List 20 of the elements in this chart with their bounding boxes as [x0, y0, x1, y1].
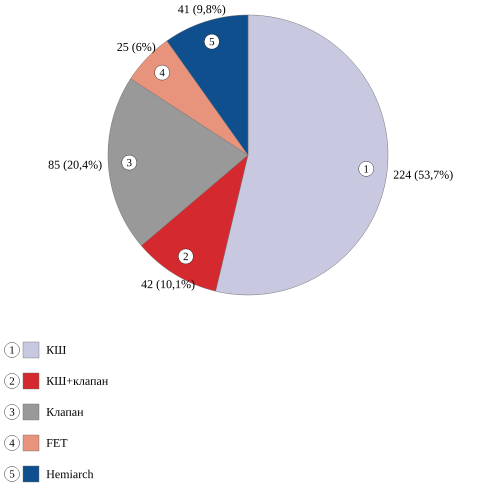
text: 4	[9, 439, 15, 447]
text: 3	[127, 158, 132, 166]
legend-label: Hemiarch	[46, 470, 94, 478]
data-label: 42 (10,1%)	[141, 280, 195, 291]
text: 1	[10, 346, 14, 354]
legend-label: FET	[46, 439, 68, 447]
text: 1	[364, 165, 368, 172]
text: 2	[10, 377, 14, 385]
legend-label: КШ+клапан	[46, 377, 108, 385]
text: 3	[10, 408, 14, 416]
text: 4	[160, 69, 165, 76]
data-label: 41 (9,8%)	[178, 4, 226, 16]
data-label: 224 (53,7%)	[394, 170, 453, 182]
data-label: 25 (6%)	[117, 42, 156, 54]
legend-label: КШ	[46, 346, 66, 354]
text: 5	[210, 38, 214, 46]
data-label: 85 (20,4%)	[48, 160, 102, 172]
legend-label: Клапан	[46, 408, 84, 416]
text: 2	[184, 252, 188, 260]
text: 5	[10, 470, 14, 478]
